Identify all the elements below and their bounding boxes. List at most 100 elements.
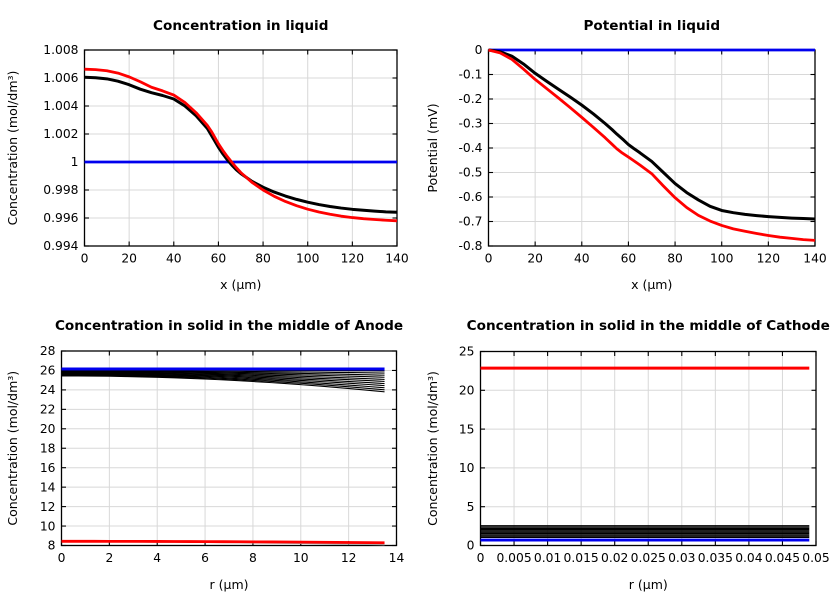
black-concentration-curve (84, 75, 398, 214)
y-tick-label: 20 (459, 384, 475, 398)
x-tick-label: 40 (166, 252, 182, 266)
black-time-fan (61, 373, 385, 387)
x-tick-label: 0.015 (564, 551, 599, 565)
x-tick-label: 80 (255, 252, 271, 266)
y-tick-label: 12 (40, 500, 56, 514)
x-tick-label: 12 (341, 551, 357, 565)
black-potential-curve (488, 48, 816, 221)
black-time-fan (61, 374, 385, 391)
x-tick-label: 0.05 (802, 551, 829, 565)
y-tick-label: 28 (40, 344, 56, 358)
y-tick-label: -0.2 (459, 92, 483, 106)
x-tick-label: 0.005 (496, 551, 531, 565)
y-tick-label: 0 (467, 539, 475, 553)
red-curve (61, 539, 385, 545)
x-tick-label: 0 (58, 551, 66, 565)
x-tick-label: 80 (667, 252, 683, 266)
y-tick-label: 0 (475, 43, 483, 57)
chart-title: Concentration in liquid (153, 18, 328, 34)
y-tick-label: 8 (48, 539, 56, 553)
x-tick-label: 14 (389, 551, 405, 565)
red-concentration-curve (84, 67, 398, 223)
y-tick-label: 0.994 (43, 239, 78, 253)
black-time-fan (61, 370, 385, 376)
y-tick-label: -0.3 (459, 117, 483, 131)
x-tick-label: 20 (527, 252, 543, 266)
y-tick-label: 14 (40, 480, 56, 494)
x-axis-label: x (µm) (631, 277, 672, 292)
x-tick-label: 10 (293, 551, 309, 565)
y-tick-label: 18 (40, 441, 56, 455)
y-tick-label: 1.004 (43, 99, 78, 113)
black-time-fan (61, 371, 385, 378)
y-tick-label: 26 (40, 364, 56, 378)
y-axis-label: Concentration (mol/dm³) (425, 371, 440, 526)
y-tick-label: 24 (40, 383, 56, 397)
red-potential-curve (488, 48, 816, 242)
y-tick-label: 16 (40, 461, 56, 475)
x-tick-label: 0.025 (631, 551, 666, 565)
black-time-fan (61, 372, 385, 382)
y-tick-label: -0.7 (459, 215, 483, 229)
panel-concentration-solid-anode: 0 2 4 6 8 10 12 14 28 26 24 22 20 18 16 14 12 10 8 Concentr… (0, 300, 420, 600)
y-tick-label: 1.006 (43, 71, 78, 85)
x-tick-label: 0.04 (735, 551, 763, 565)
x-tick-label: 60 (211, 252, 227, 266)
black-time-fan (61, 370, 385, 374)
x-tick-label: 0 (477, 551, 485, 565)
x-axis-label: r (µm) (210, 577, 249, 592)
chart-title: Concentration in solid in the middle of … (55, 318, 403, 334)
y-tick-label: -0.1 (459, 68, 483, 82)
concentration-solid-cathode-plot: 0 0.005 0.01 0.015 0.02 0.025 0.03 0.035 0.04 0.0… (425, 318, 830, 592)
y-tick-label: 10 (459, 461, 475, 475)
x-tick-label: 140 (385, 252, 408, 266)
y-tick-label: -0.4 (459, 141, 483, 155)
x-axis-label: x (µm) (220, 277, 261, 292)
y-tick-label: -0.6 (459, 190, 483, 204)
chart-title: Concentration in solid in the middle of … (467, 318, 830, 334)
black-time-fan (61, 373, 385, 385)
y-tick-label: 22 (40, 403, 56, 417)
y-tick-label: 5 (467, 500, 475, 514)
black-time-fan (61, 375, 385, 393)
x-tick-label: 8 (249, 551, 257, 565)
y-tick-label: -0.8 (459, 239, 483, 253)
x-tick-label: 60 (621, 252, 637, 266)
y-axis-label: Potential (mV) (425, 103, 440, 192)
black-time-fan (61, 371, 385, 380)
panel-concentration-solid-cathode: 0 0.005 0.01 0.015 0.02 0.025 0.03 0.035 0.04 0.0… (420, 300, 840, 600)
x-tick-label: 0.01 (534, 551, 561, 565)
x-tick-label: 100 (296, 252, 319, 266)
y-tick-label: -0.5 (459, 166, 483, 180)
concentration-solid-anode-plot: 0 2 4 6 8 10 12 14282624222018161412108Concentr… (5, 318, 405, 592)
black-time-fan (61, 374, 385, 389)
x-tick-label: 100 (710, 252, 733, 266)
x-axis-label: r (µm) (629, 577, 668, 592)
y-tick-label: 1.008 (43, 43, 78, 57)
x-tick-label: 2 (105, 551, 113, 565)
y-tick-label: 1 (71, 155, 79, 169)
x-tick-label: 40 (574, 252, 590, 266)
y-axis-label: Concentration (mol/dm³) (5, 371, 20, 526)
x-tick-label: 0.045 (765, 551, 800, 565)
concentration-in-liquid-plot: 0 20 40 60 80 100 120 140 1.008 1.006 1.004 1.002 1 0… (5, 18, 409, 292)
x-tick-label: 20 (121, 252, 137, 266)
x-tick-label: 0.02 (601, 551, 628, 565)
x-tick-label: 0 (485, 252, 493, 266)
chart-title: Potential in liquid (583, 18, 720, 34)
x-tick-label: 4 (153, 551, 161, 565)
y-tick-label: 0.996 (43, 211, 78, 225)
plot-border (83, 49, 398, 247)
x-tick-label: 140 (803, 252, 826, 266)
x-tick-label: 120 (757, 252, 780, 266)
y-tick-label: 10 (40, 519, 56, 533)
x-tick-label: 6 (201, 551, 209, 565)
y-axis-label: Concentration (mol/dm³) (5, 71, 20, 226)
y-tick-label: 15 (459, 422, 475, 436)
y-tick-label: 20 (40, 422, 56, 436)
x-tick-label: 0.035 (698, 551, 733, 565)
y-tick-label: 1.002 (43, 127, 78, 141)
x-tick-label: 0.03 (668, 551, 695, 565)
panel-concentration-in-liquid: 0 20 40 60 80 100 120 140 1.008 1.006 1.004 1.002 1 0… (0, 0, 420, 300)
